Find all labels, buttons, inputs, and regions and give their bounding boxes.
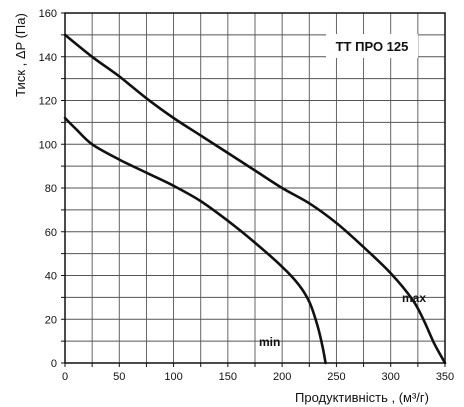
chart-title: ТТ ПРО 125	[336, 39, 409, 54]
series-label-max: max	[402, 291, 426, 305]
title-box: ТТ ПРО 125	[326, 34, 418, 58]
y-tick-label: 20	[45, 314, 57, 326]
y-tick-label: 140	[39, 52, 57, 64]
series-line-max	[63, 33, 447, 365]
x-tick-label: 350	[436, 371, 454, 383]
series-label-min: min	[259, 335, 280, 349]
x-axis-label: Продуктивність , (м³/г)	[295, 390, 429, 405]
y-tick-label: 100	[39, 139, 57, 151]
series-line-min	[63, 116, 327, 365]
x-tick-label: 300	[382, 371, 400, 383]
plot-frame	[64, 12, 446, 364]
x-tick-label: 50	[113, 371, 125, 383]
curves	[63, 33, 447, 365]
x-tick-label: 200	[273, 371, 291, 383]
grid	[61, 12, 446, 367]
y-axis-label: Тиск , ΔP (Па)	[13, 13, 28, 97]
y-tick-labels: 0 20 40 60 80 100 120 140 160	[39, 8, 57, 370]
x-tick-label: 0	[62, 371, 68, 383]
x-tick-label: 250	[327, 371, 345, 383]
y-tick-label: 60	[45, 227, 57, 239]
x-tick-labels: 0 50 100 150 200 250 300 350	[62, 371, 454, 383]
y-tick-label: 80	[45, 183, 57, 195]
y-tick-label: 0	[51, 358, 57, 370]
y-tick-label: 160	[39, 8, 57, 20]
x-tick-label: 100	[164, 371, 182, 383]
x-tick-label: 150	[219, 371, 237, 383]
y-tick-label: 120	[39, 96, 57, 108]
y-tick-label: 40	[45, 271, 57, 283]
